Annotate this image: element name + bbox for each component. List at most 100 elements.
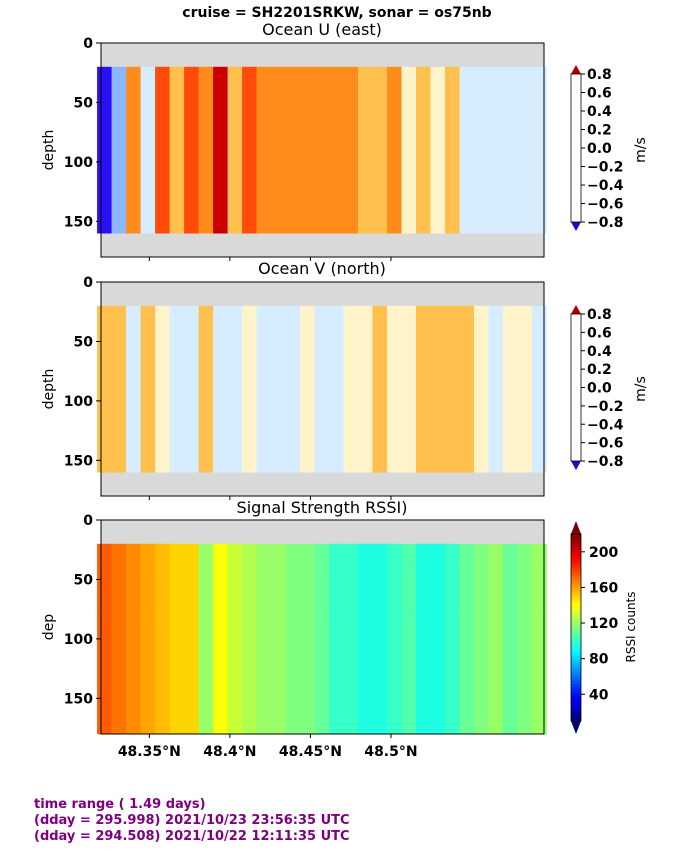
heatmap-cell bbox=[343, 305, 359, 473]
heatmap-cell bbox=[517, 662, 533, 687]
heatmap-cell bbox=[300, 305, 315, 473]
heatmap-cell bbox=[532, 543, 547, 568]
heatmap-cell bbox=[474, 66, 489, 234]
colorbar-tick-label: −0.8 bbox=[587, 215, 624, 231]
heatmap-cell bbox=[300, 615, 315, 640]
colorbar-label: m/s bbox=[633, 376, 649, 402]
heatmap-cell bbox=[372, 686, 388, 711]
heatmap-cell bbox=[140, 686, 156, 711]
heatmap-cell bbox=[416, 567, 431, 592]
heatmap-cells bbox=[97, 282, 547, 496]
colorbar-segment bbox=[571, 577, 581, 582]
heatmap-cell bbox=[242, 638, 257, 663]
heatmap-cell bbox=[285, 638, 301, 663]
heatmap-cell bbox=[503, 662, 518, 687]
heatmap-cell bbox=[387, 686, 402, 711]
heatmap-cell bbox=[242, 591, 257, 616]
colorbar-tick-label: 200 bbox=[589, 545, 618, 561]
heatmap-cell bbox=[416, 662, 431, 687]
heatmap-cell bbox=[140, 615, 156, 640]
footer-line: time range ( 1.49 days) bbox=[34, 797, 206, 812]
heatmap-cell bbox=[213, 638, 228, 663]
heatmap-cell bbox=[213, 615, 228, 640]
heatmap-cell bbox=[401, 686, 417, 711]
colorbar-segment bbox=[571, 664, 581, 669]
heatmap-cell bbox=[488, 591, 504, 616]
y-tick-label: 150 bbox=[64, 691, 93, 707]
colorbar-segment bbox=[571, 640, 581, 644]
y-tick-label: 100 bbox=[64, 394, 93, 410]
heatmap-cell bbox=[140, 591, 156, 616]
heatmap-cell bbox=[169, 567, 185, 592]
heatmap-cell bbox=[488, 567, 504, 592]
heatmap-cell bbox=[169, 638, 185, 663]
heatmap-cell bbox=[474, 567, 489, 592]
heatmap-cell bbox=[314, 591, 330, 616]
heatmap-cell bbox=[343, 66, 359, 234]
colorbar-tick-label: −0.6 bbox=[587, 197, 624, 213]
heatmap-cell bbox=[459, 567, 475, 592]
panel-title: Ocean U (east) bbox=[262, 20, 382, 39]
heatmap-cell bbox=[198, 543, 214, 568]
heatmap-cell bbox=[459, 710, 475, 735]
heatmap-cell bbox=[126, 638, 141, 663]
colorbar-segment bbox=[571, 568, 581, 572]
heatmap-cell bbox=[314, 615, 330, 640]
heatmap-cell bbox=[97, 710, 112, 735]
heatmap-cell bbox=[285, 615, 301, 640]
heatmap-cell bbox=[503, 638, 518, 663]
heatmap-cell bbox=[155, 543, 170, 568]
y-tick-label: 100 bbox=[64, 155, 93, 171]
heatmap-cell bbox=[474, 305, 489, 473]
heatmap-cell bbox=[242, 615, 257, 640]
heatmap-cell bbox=[126, 710, 141, 735]
heatmap-cell bbox=[155, 638, 170, 663]
heatmap-cell bbox=[256, 591, 272, 616]
heatmap-cell bbox=[242, 305, 257, 473]
colorbar-segment bbox=[571, 661, 581, 666]
y-tick-label: 50 bbox=[74, 334, 94, 350]
colorbar-segment bbox=[571, 652, 581, 656]
heatmap-cell bbox=[227, 591, 243, 616]
heatmap-cell bbox=[430, 662, 446, 687]
heatmap-cell bbox=[503, 710, 518, 735]
heatmap-cell bbox=[401, 543, 417, 568]
heatmap-cell bbox=[227, 305, 243, 473]
heatmap-cell bbox=[401, 66, 417, 234]
colorbar-segment bbox=[571, 708, 581, 712]
colorbar: 0.8 0.6 0.4 0.2 0.0 −0.2 −0.4 −0.6 −0.8 bbox=[570, 305, 624, 470]
heatmap-cell bbox=[474, 543, 489, 568]
heatmap-cell bbox=[358, 543, 373, 568]
colorbar-segment bbox=[571, 714, 581, 719]
heatmap-cell bbox=[314, 66, 330, 234]
heatmap-cell bbox=[488, 710, 504, 735]
heatmap-cell bbox=[517, 543, 533, 568]
heatmap-cell bbox=[111, 567, 127, 592]
heatmap-cell bbox=[140, 662, 156, 687]
heatmap-cell bbox=[126, 662, 141, 687]
heatmap-cell bbox=[358, 638, 373, 663]
heatmap-cell bbox=[227, 567, 243, 592]
heatmap-cell bbox=[285, 662, 301, 687]
colorbar-label: RSSI counts bbox=[624, 591, 638, 662]
heatmap-cell bbox=[358, 686, 373, 711]
heatmap-cell bbox=[459, 662, 475, 687]
colorbar-tick-label: 0.0 bbox=[587, 381, 612, 397]
colorbar-segment bbox=[571, 627, 581, 631]
heatmap-cell bbox=[488, 686, 504, 711]
heatmap-cell bbox=[140, 710, 156, 735]
heatmap-cell bbox=[503, 543, 518, 568]
heatmap-cell bbox=[430, 615, 446, 640]
heatmap-cell bbox=[126, 615, 141, 640]
heatmap-cell bbox=[111, 662, 127, 687]
heatmap-cell bbox=[140, 305, 156, 473]
colorbar-segment bbox=[571, 599, 581, 603]
heatmap-cell bbox=[430, 591, 446, 616]
heatmap-cell bbox=[126, 591, 141, 616]
heatmap-cell bbox=[300, 66, 315, 234]
heatmap-cell bbox=[358, 662, 373, 687]
heatmap-cell bbox=[169, 591, 185, 616]
colorbar-segment bbox=[571, 621, 581, 625]
